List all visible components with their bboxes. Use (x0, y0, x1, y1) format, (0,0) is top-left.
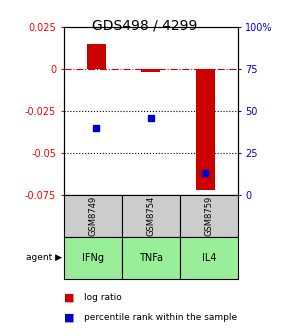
Bar (196, 69, 215, 190)
Text: agent ▶: agent ▶ (26, 253, 62, 262)
Bar (141, 69, 160, 72)
Bar (87, 44, 106, 69)
Text: GSM8754: GSM8754 (146, 196, 155, 236)
Text: GSM8759: GSM8759 (204, 196, 213, 236)
Bar (64, 195, 122, 237)
Text: IL4: IL4 (202, 253, 216, 263)
Bar (180, 195, 238, 237)
Text: TNFa: TNFa (139, 253, 163, 263)
Text: log ratio: log ratio (84, 293, 122, 302)
Bar (122, 195, 180, 237)
Text: GDS498 / 4299: GDS498 / 4299 (92, 18, 198, 33)
Bar (122, 237, 180, 279)
Text: percentile rank within the sample: percentile rank within the sample (84, 313, 237, 322)
Bar (64, 237, 122, 279)
Bar (180, 237, 238, 279)
Text: IFNg: IFNg (82, 253, 104, 263)
Text: ■: ■ (64, 292, 74, 302)
Text: GSM8749: GSM8749 (88, 196, 97, 236)
Text: ■: ■ (64, 312, 74, 323)
